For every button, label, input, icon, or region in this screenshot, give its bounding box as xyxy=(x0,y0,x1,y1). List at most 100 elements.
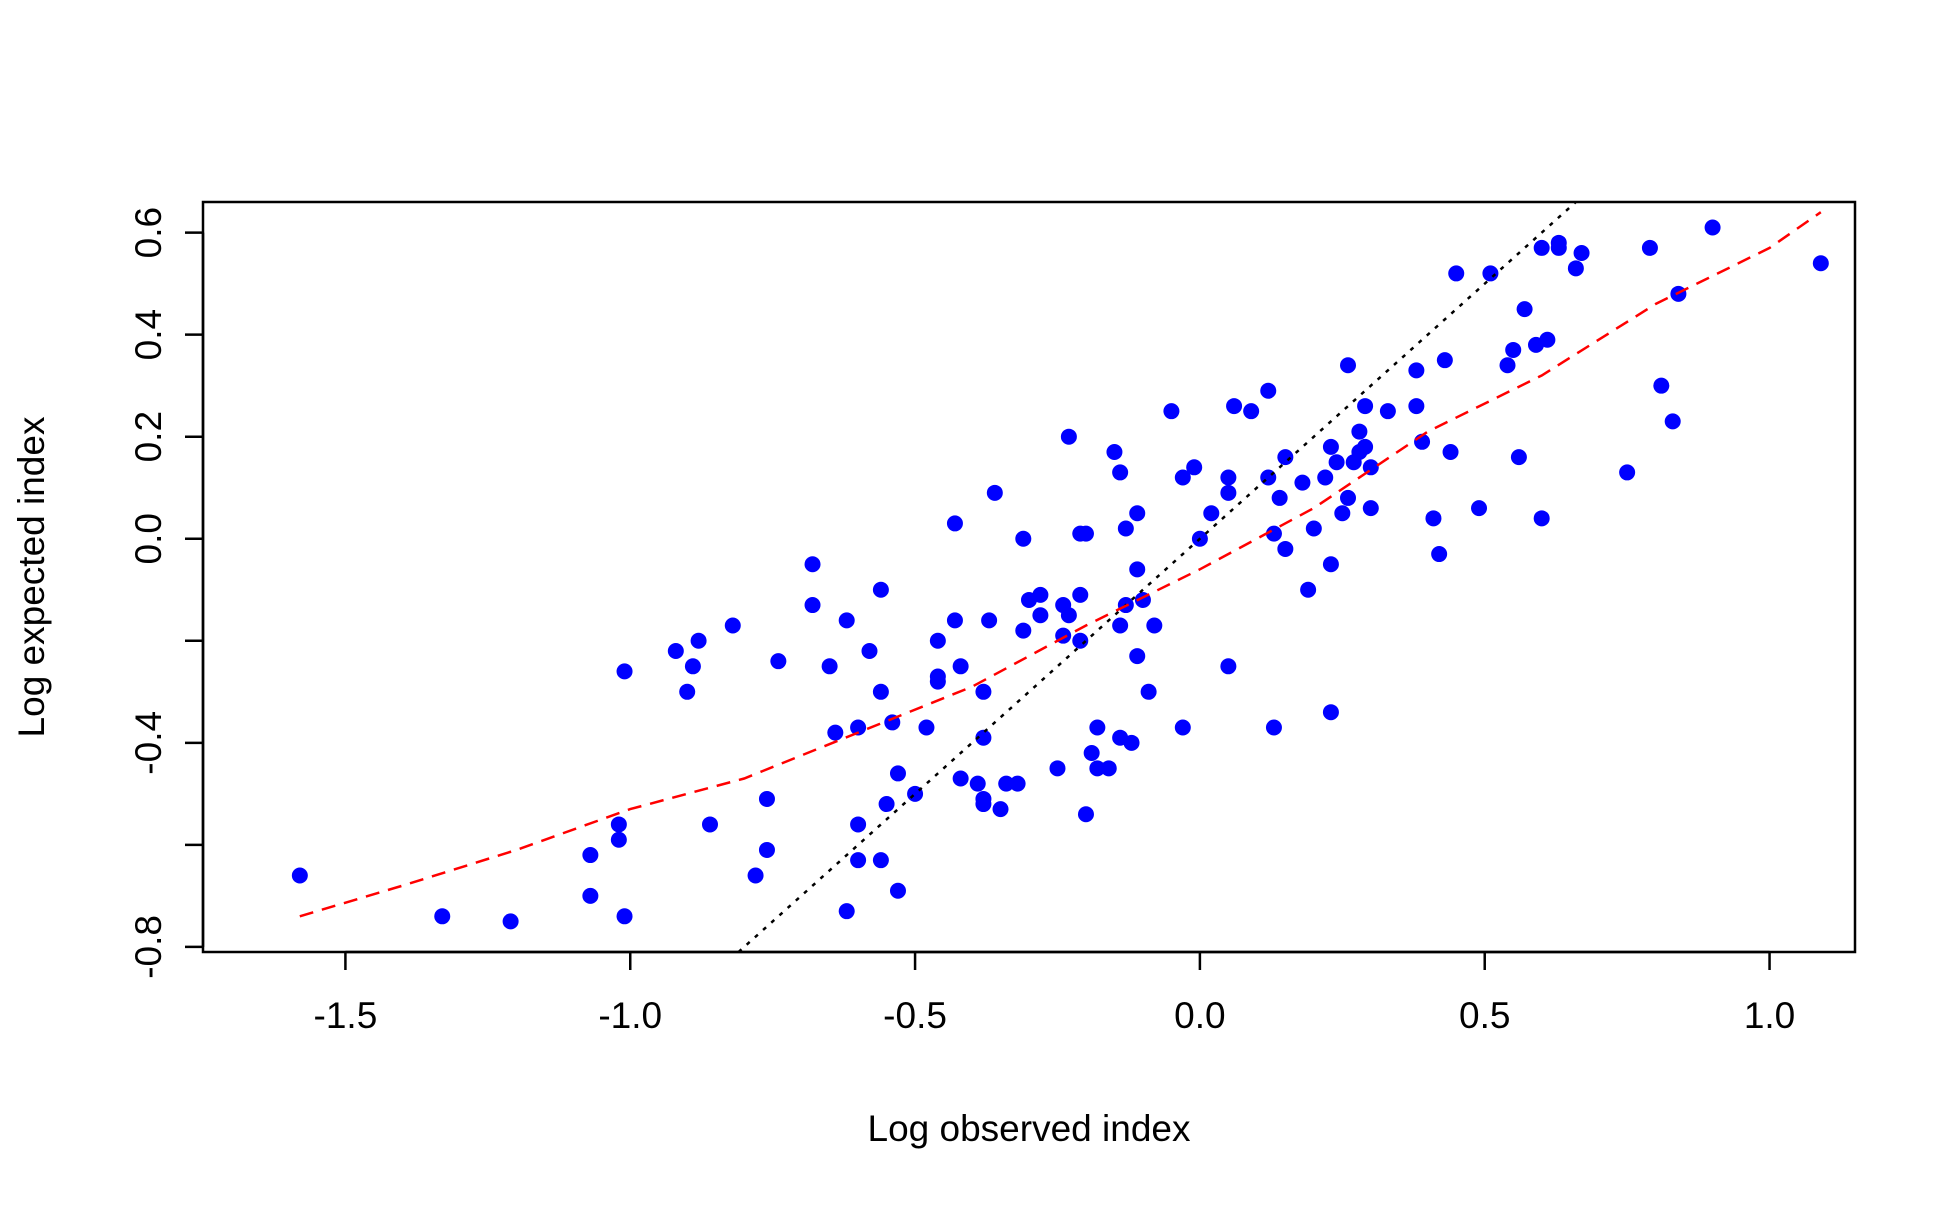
data-point xyxy=(1117,520,1134,537)
data-point xyxy=(1516,301,1533,318)
data-point xyxy=(1322,704,1339,721)
data-point xyxy=(1271,489,1288,506)
data-point xyxy=(1351,423,1368,440)
data-point xyxy=(747,867,764,884)
data-point xyxy=(1641,239,1658,256)
data-point xyxy=(1322,556,1339,573)
data-point xyxy=(582,887,599,904)
data-point xyxy=(1129,561,1146,578)
data-point xyxy=(838,612,855,629)
data-point xyxy=(1436,352,1453,369)
data-point xyxy=(827,724,844,741)
data-point xyxy=(1226,398,1243,415)
data-point xyxy=(838,903,855,920)
data-point xyxy=(872,683,889,700)
data-point xyxy=(975,683,992,700)
data-point xyxy=(1431,546,1448,563)
data-point xyxy=(1077,806,1094,823)
data-point xyxy=(1300,581,1317,598)
data-point xyxy=(1089,760,1106,777)
data-point xyxy=(1567,260,1584,277)
data-point xyxy=(1277,540,1294,557)
data-point xyxy=(1357,438,1374,455)
data-point xyxy=(1009,775,1026,792)
data-point xyxy=(758,790,775,807)
data-point xyxy=(889,765,906,782)
data-point xyxy=(724,617,741,634)
data-point xyxy=(952,658,969,675)
data-point xyxy=(1408,398,1425,415)
data-point xyxy=(1265,719,1282,736)
data-point xyxy=(1083,745,1100,762)
point-series xyxy=(291,219,1829,930)
data-point xyxy=(1533,510,1550,527)
data-point xyxy=(986,484,1003,501)
data-point xyxy=(918,719,935,736)
identity-line xyxy=(737,202,1577,952)
data-point xyxy=(975,729,992,746)
data-point xyxy=(981,612,998,629)
data-point xyxy=(610,831,627,848)
data-point xyxy=(872,852,889,869)
data-point xyxy=(1812,255,1829,272)
data-point xyxy=(291,867,308,884)
data-point xyxy=(804,556,821,573)
data-point xyxy=(758,841,775,858)
y-tick-label: 0.0 xyxy=(128,513,169,564)
data-point xyxy=(770,653,787,670)
y-tick-label: 0.6 xyxy=(128,207,169,258)
data-point xyxy=(1015,530,1032,547)
data-point xyxy=(1174,719,1191,736)
data-point xyxy=(1129,505,1146,522)
data-point xyxy=(1317,469,1334,486)
data-point xyxy=(861,642,878,659)
data-point xyxy=(929,632,946,649)
y-tick-label: -0.8 xyxy=(128,915,169,979)
data-point xyxy=(1322,438,1339,455)
data-point xyxy=(969,775,986,792)
x-tick-label: 0.5 xyxy=(1459,995,1510,1036)
data-point xyxy=(1573,245,1590,262)
plot-frame xyxy=(201,200,1857,954)
data-point xyxy=(1112,464,1129,481)
data-point xyxy=(878,796,895,813)
data-point xyxy=(684,658,701,675)
data-point xyxy=(1032,586,1049,603)
x-tick-label: -0.5 xyxy=(883,995,947,1036)
data-point xyxy=(1260,382,1277,399)
data-point xyxy=(1112,617,1129,634)
x-tick-label: 0.0 xyxy=(1174,995,1225,1036)
data-point xyxy=(434,908,451,925)
trend-line xyxy=(299,211,1822,918)
data-point xyxy=(616,663,633,680)
data-point xyxy=(804,597,821,614)
data-point xyxy=(1379,403,1396,420)
data-point xyxy=(1294,474,1311,491)
data-point xyxy=(1408,362,1425,379)
data-point xyxy=(610,816,627,833)
data-point xyxy=(850,852,867,869)
data-point xyxy=(1505,341,1522,358)
data-point xyxy=(1664,413,1681,430)
data-point xyxy=(1328,454,1345,471)
y-tick-label: -0.4 xyxy=(128,711,169,775)
data-point xyxy=(1362,500,1379,517)
data-point xyxy=(1305,520,1322,537)
data-point xyxy=(850,719,867,736)
data-point xyxy=(1186,459,1203,476)
data-point xyxy=(1203,505,1220,522)
x-tick-label: 1.0 xyxy=(1744,995,1795,1036)
data-point xyxy=(1260,469,1277,486)
data-point xyxy=(1220,484,1237,501)
series-layer xyxy=(291,202,1829,952)
data-point xyxy=(1482,265,1499,282)
data-point xyxy=(952,770,969,787)
data-point xyxy=(1174,469,1191,486)
data-point xyxy=(1015,622,1032,639)
data-point xyxy=(616,908,633,925)
data-point xyxy=(1220,658,1237,675)
data-point xyxy=(1163,403,1180,420)
data-point xyxy=(850,816,867,833)
data-point xyxy=(1340,489,1357,506)
